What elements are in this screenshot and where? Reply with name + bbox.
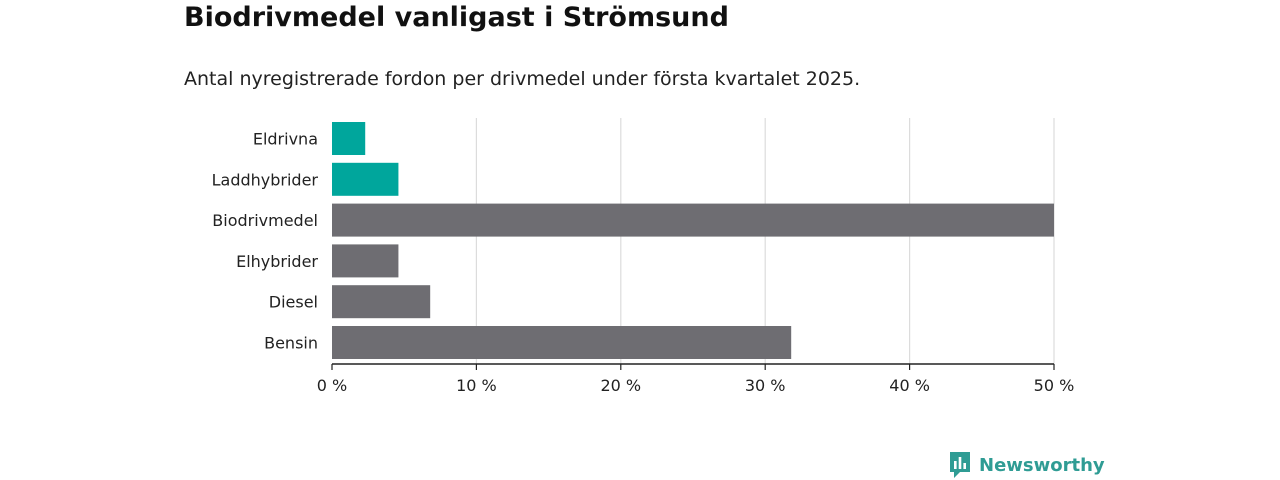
category-label: Bensin [264, 334, 318, 353]
x-tick-labels: 0 % 10 % 20 % 30 % 40 % 50 % [317, 364, 1075, 395]
bar-bensin [332, 326, 792, 359]
newsworthy-logo-icon [950, 452, 970, 478]
category-label: Diesel [269, 293, 318, 312]
x-tick-label: 20 % [600, 376, 641, 395]
category-label: Eldrivna [253, 130, 318, 149]
chart-title: Biodrivmedel vanligast i Strömsund [184, 2, 729, 33]
chart-subtitle: Antal nyregistrerade fordon per drivmede… [184, 68, 861, 90]
bar-laddhybrider [332, 162, 399, 196]
x-tick-label: 30 % [745, 376, 786, 395]
bars [332, 122, 1054, 359]
x-tick-label: 50 % [1034, 376, 1075, 395]
category-label: Laddhybrider [212, 170, 319, 189]
x-tick-label: 10 % [456, 376, 497, 395]
category-label: Biodrivmedel [212, 211, 318, 230]
brand-name: Newsworthy [979, 454, 1105, 476]
gridlines [475, 118, 1055, 364]
bar-diesel [332, 285, 431, 319]
bar-eldrivna [332, 122, 366, 155]
x-tick-label: 40 % [889, 376, 930, 395]
brand-logo: Newsworthy [948, 450, 1105, 480]
x-tick-label: 0 % [317, 376, 347, 395]
bar-elhybrider [332, 244, 399, 278]
category-label: Elhybrider [236, 252, 318, 271]
bar-biodrivmedel [332, 203, 1054, 237]
category-labels: Eldrivna Laddhybrider Biodrivmedel Elhybrid… [212, 130, 319, 353]
